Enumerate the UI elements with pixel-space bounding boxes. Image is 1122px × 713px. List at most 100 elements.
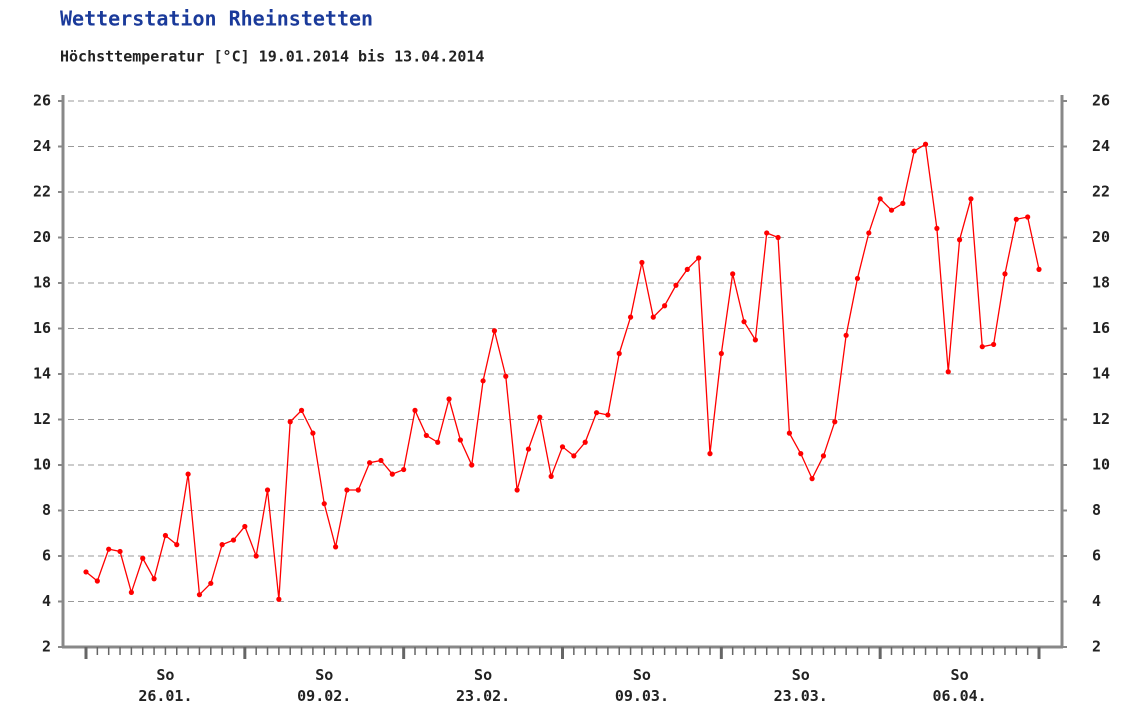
y-tick-label: 4	[42, 592, 51, 610]
chart-title: Wetterstation Rheinstetten	[60, 7, 373, 31]
data-point	[469, 462, 475, 468]
data-point	[276, 596, 282, 602]
data-point	[911, 148, 917, 154]
data-point	[344, 487, 350, 493]
data-point	[956, 237, 963, 243]
data-point	[764, 230, 770, 236]
y-tick-label: 26	[33, 92, 51, 110]
data-point	[605, 412, 611, 418]
y-tick-label: 8	[42, 501, 51, 519]
data-point	[548, 473, 554, 479]
data-point	[809, 476, 815, 482]
data-point	[786, 430, 793, 436]
data-point	[378, 457, 384, 464]
y-tick-label: 12	[33, 410, 51, 428]
data-point	[752, 337, 758, 343]
data-point	[888, 207, 895, 213]
data-point	[401, 466, 407, 473]
data-point	[128, 589, 134, 596]
data-point	[730, 271, 736, 277]
data-point	[775, 234, 781, 241]
data-point	[582, 439, 588, 445]
data-point	[332, 544, 339, 550]
y2-tick-label: 14	[1092, 365, 1110, 383]
series-line	[85, 143, 1040, 600]
x-tick-label: So 06.04.	[932, 666, 987, 705]
data-point	[106, 546, 112, 552]
data-point	[718, 350, 724, 357]
data-point	[650, 314, 656, 320]
y2-tick-label: 20	[1092, 228, 1110, 246]
data-point	[854, 275, 861, 282]
x-tick-label: So 09.02.	[297, 666, 352, 705]
y2-tick-label: 26	[1092, 92, 1110, 110]
data-point	[537, 414, 543, 420]
data-point	[820, 453, 827, 459]
data-point	[707, 451, 713, 457]
data-point	[979, 344, 985, 350]
y-tick-label: 10	[33, 456, 51, 474]
data-point	[525, 446, 532, 452]
data-point	[219, 542, 225, 548]
data-point	[900, 200, 906, 206]
y-tick-label: 14	[33, 365, 51, 383]
data-point	[673, 282, 679, 288]
data-point	[185, 471, 191, 477]
data-point	[491, 328, 498, 334]
data-point	[117, 548, 123, 555]
data-point	[310, 430, 316, 436]
data-point	[264, 487, 271, 493]
data-point	[662, 303, 668, 309]
data-point	[514, 487, 520, 493]
data-point	[616, 350, 622, 357]
y2-tick-label: 16	[1092, 319, 1110, 337]
data-point	[196, 592, 203, 598]
data-point	[593, 410, 600, 416]
data-point	[140, 555, 146, 561]
x-tick-label: So 26.01.	[138, 666, 193, 705]
data-point	[922, 141, 929, 147]
data-point	[627, 314, 634, 320]
y-tick-label: 2	[42, 638, 51, 656]
data-point	[843, 332, 849, 338]
y2-tick-label: 6	[1092, 547, 1101, 565]
data-point	[94, 578, 100, 584]
data-point	[991, 341, 997, 348]
x-tick-label: So 23.03.	[773, 666, 828, 705]
data-point	[798, 451, 804, 457]
data-point	[162, 532, 169, 539]
data-point	[945, 369, 951, 375]
y2-tick-label: 24	[1092, 137, 1110, 155]
data-point	[367, 460, 373, 466]
data-point	[355, 487, 361, 493]
y2-tick-label: 4	[1092, 592, 1101, 610]
data-point	[696, 255, 702, 261]
data-point	[83, 569, 89, 575]
data-point	[684, 266, 690, 272]
data-point	[503, 373, 509, 379]
y-tick-label: 18	[33, 274, 51, 292]
data-point	[423, 432, 429, 439]
data-point	[253, 553, 259, 559]
data-point	[321, 501, 327, 507]
data-point	[287, 419, 293, 425]
data-point	[480, 378, 486, 384]
data-point	[389, 471, 395, 477]
data-point	[968, 196, 974, 202]
y2-tick-label: 22	[1092, 183, 1110, 201]
x-tick-label: So 23.02.	[455, 666, 511, 705]
y-tick-label: 6	[42, 547, 51, 565]
data-point	[934, 225, 940, 231]
y-tick-label: 20	[33, 228, 51, 246]
x-tick-label: So 09.03.	[614, 666, 669, 705]
data-point	[866, 230, 872, 236]
data-point	[1036, 266, 1042, 272]
y2-tick-label: 8	[1092, 501, 1101, 519]
data-point	[741, 319, 747, 325]
data-point	[242, 523, 248, 530]
y2-tick-label: 12	[1092, 410, 1110, 428]
data-point	[230, 537, 237, 543]
y2-tick-label: 2	[1092, 638, 1101, 656]
